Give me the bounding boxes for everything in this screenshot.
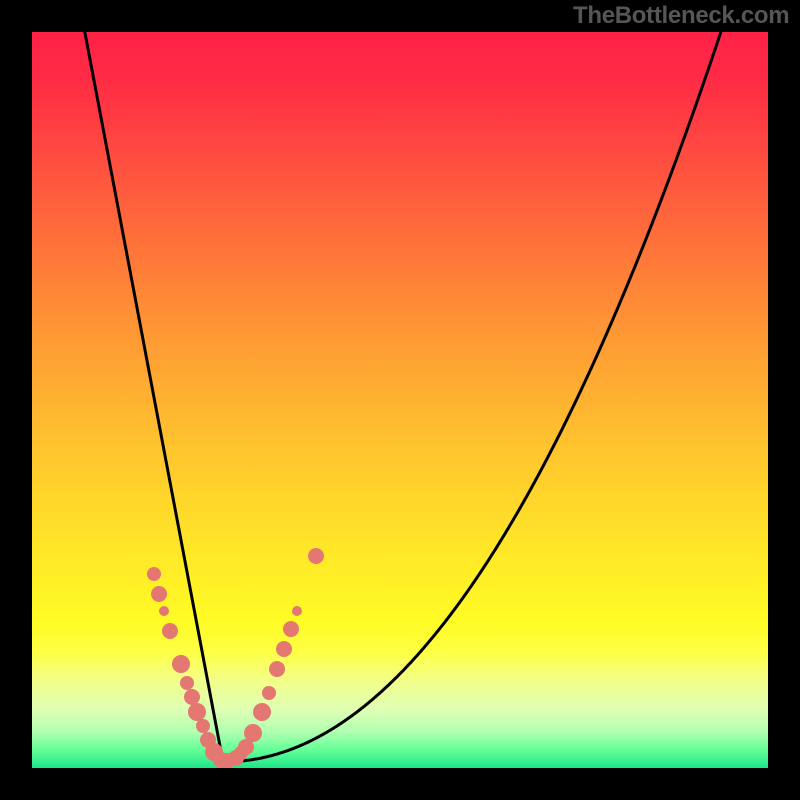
data-marker — [147, 567, 161, 581]
data-marker — [184, 689, 200, 705]
data-marker — [159, 606, 169, 616]
data-marker — [244, 724, 262, 742]
data-marker — [308, 548, 324, 564]
bottleneck-chart — [0, 0, 800, 800]
data-marker — [269, 661, 285, 677]
data-marker — [172, 655, 190, 673]
data-marker — [151, 586, 167, 602]
data-marker — [283, 621, 299, 637]
data-marker — [196, 719, 210, 733]
data-marker — [262, 686, 276, 700]
data-marker — [292, 606, 302, 616]
data-marker — [162, 623, 178, 639]
watermark-text: TheBottleneck.com — [573, 2, 789, 30]
data-marker — [180, 676, 194, 690]
data-marker — [253, 703, 271, 721]
gradient-background — [32, 32, 768, 768]
data-marker — [276, 641, 292, 657]
data-marker — [188, 703, 206, 721]
